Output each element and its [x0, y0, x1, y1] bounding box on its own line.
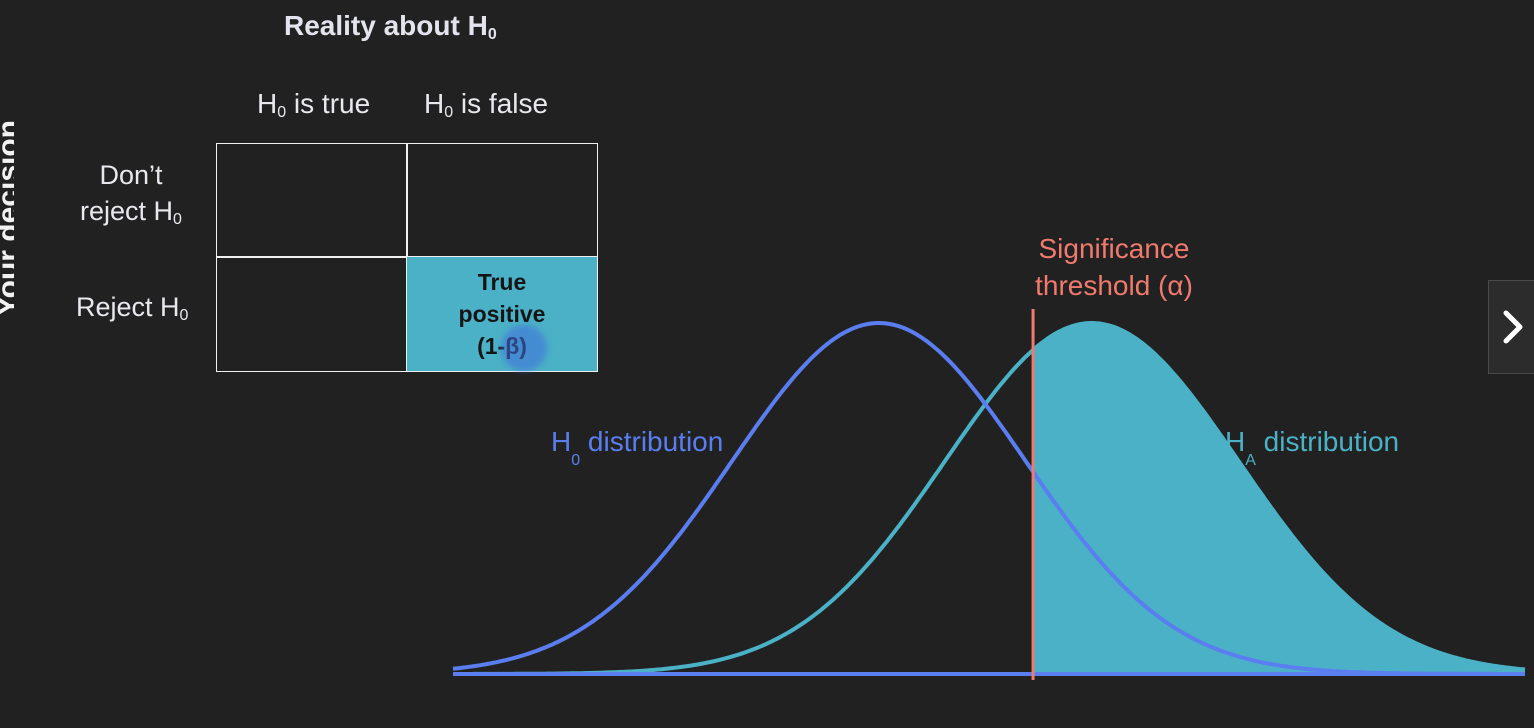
row-header-dont-reject: Don’t reject H0: [80, 160, 182, 228]
reality-title: Reality about H0: [284, 10, 497, 43]
column-header-h0-true: H0 is true: [257, 88, 371, 121]
next-slide-button[interactable]: [1488, 280, 1534, 374]
row-header-reject: Reject H0: [76, 292, 189, 324]
ha-distribution-curve: [453, 321, 1526, 676]
ha-distribution-label: HA distribution: [1225, 426, 1399, 469]
threshold-label-line2: threshold (α): [1035, 270, 1193, 301]
cell-true-negative: [216, 143, 408, 258]
chevron-right-icon: [1503, 310, 1523, 344]
h0-distribution-curve: [452, 321, 1525, 676]
h0-distribution-label: H0 distribution: [551, 426, 723, 469]
threshold-label-line1: Significance: [1039, 233, 1190, 264]
column-header-h0-false: H0 is false: [424, 88, 549, 121]
power-shaded-area: [1033, 323, 1525, 674]
cursor-highlight: [501, 325, 547, 371]
